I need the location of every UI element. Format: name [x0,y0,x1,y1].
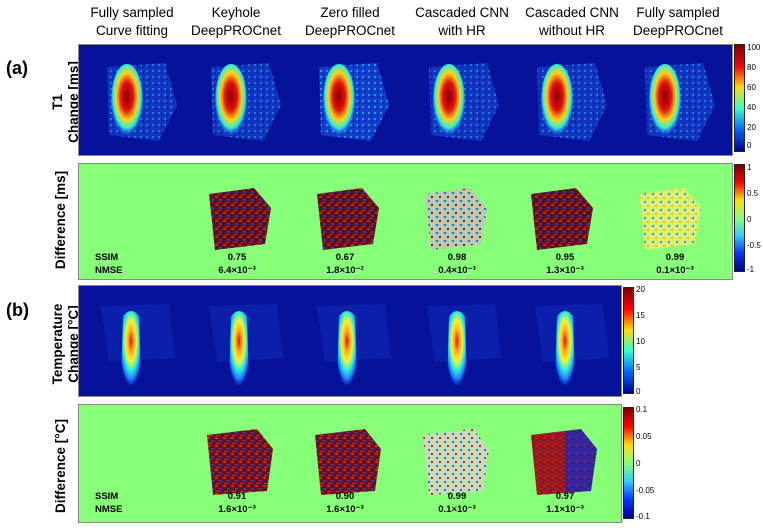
nmse-value: 0.1×10⁻³ [438,504,476,515]
colorbar-tick: 0 [747,141,752,150]
nmse-value: 0.4×10⁻³ [438,265,476,276]
column-header-line2: Curve fitting [95,23,169,38]
t1-difference-regions [209,188,701,250]
colorbar-tick: -0.5 [747,241,761,250]
ssim-value: 0.90 [335,491,355,502]
colorbar-tick: 100 [747,43,761,52]
nmse-value: 1.6×10⁻³ [326,504,364,515]
colorbar-tick: 20 [636,285,645,294]
column-header-fully-sampled-curve-fitting: Fully sampled Curve fitting [72,4,192,40]
column-header-line1: Zero filled [320,5,380,20]
column-header-line1: Fully sampled [90,5,174,20]
column-header-line1: Cascaded CNN [525,5,619,20]
temperature-heating-plumes [121,311,575,386]
row-label-text: Difference [°C] [53,419,68,513]
ssim-label: SSIM [95,491,119,502]
t1-tissue-blobs [107,63,715,141]
colorbar-tick: 15 [636,311,645,320]
column-header-line1: Keyhole [211,5,261,20]
column-header-fully-sampled-deepprocnet: Fully sampled DeepPROCnet [618,4,738,40]
nmse-value: 0.1×10⁻³ [656,265,694,276]
nmse-value: 1.3×10⁻³ [546,265,584,276]
metric-labels-a: SSIM NMSE [95,251,122,277]
ssim-value: 0.99 [665,252,685,263]
column-header-line2: DeepPROCnet [304,23,396,38]
row-label-difference-ms: Difference [ms] [53,160,69,280]
ssim-label: SSIM [95,252,119,263]
column-header-line2: DeepPROCnet [632,23,724,38]
column-header-keyhole-deepprocnet: Keyhole DeepPROCnet [176,4,296,40]
t1-difference-maps [209,188,701,250]
ssim-value: 0.91 [227,491,247,502]
metric-zero-filled-b: 0.90 1.6×10⁻³ [305,490,385,516]
colorbar-tick: 10 [636,337,645,346]
metric-labels-b: SSIM NMSE [95,490,122,516]
column-header-line1: Fully sampled [636,5,720,20]
metric-zero-filled-a: 0.67 1.8×10⁻² [305,251,385,277]
row-label-difference-degc: Difference [°C] [53,406,69,526]
ssim-value: 0.95 [555,252,575,263]
colorbar-tick: 0.05 [636,432,652,441]
colorbar-tick: 0 [747,215,752,224]
colorbar-tick: 20 [747,123,756,132]
column-header-cascaded-cnn-with-hr: Cascaded CNN with HR [402,4,522,40]
column-header-line1: Cascaded CNN [415,5,509,20]
ssim-value: 0.75 [227,252,247,263]
colorbar-tick: 0 [636,387,641,396]
metric-cascaded-with-hr-a: 0.98 0.4×10⁻³ [417,251,497,277]
t1-change-map-strip [78,44,733,156]
colorbar-tick: 0.5 [747,189,759,198]
t1-difference-colorbar [734,164,745,272]
row-label-text: Difference [ms] [53,170,68,270]
column-header-cascaded-cnn-without-hr: Cascaded CNN without HR [512,4,632,40]
row-label-line1: T1 [50,94,65,110]
colorbar-tick: 0.1 [636,405,648,414]
metric-keyhole-b: 0.91 1.6×10⁻³ [197,490,277,516]
temperature-change-maps [101,304,609,386]
metric-fully-sampled-deepprocnet-a: 0.99 0.1×10⁻³ [635,251,715,277]
colorbar-tick: -0.05 [636,486,655,495]
panel-a-label: (a) [6,58,28,78]
t1-change-colorbar [734,44,745,152]
t1-heating-spots [111,64,681,136]
nmse-value: 1.1×10⁻³ [546,504,584,515]
t1-change-maps [107,63,715,141]
colorbar-tick: 40 [747,103,756,112]
ssim-value: 0.98 [447,252,467,263]
temperature-difference-map-strip [78,404,622,523]
ssim-value: 0.97 [555,491,575,502]
colorbar-tick: 0 [636,459,641,468]
ssim-value: 0.99 [447,491,467,502]
panel-b-label: (b) [6,300,29,320]
nmse-label: NMSE [95,265,123,276]
metric-cascaded-with-hr-b: 0.99 0.1×10⁻³ [417,490,497,516]
column-header-line2: without HR [538,23,606,38]
nmse-value: 1.8×10⁻² [326,265,364,276]
colorbar-tick: 1 [747,163,752,172]
nmse-label: NMSE [95,504,123,515]
metric-keyhole-a: 0.75 6.4×10⁻³ [197,251,277,277]
temperature-change-map-strip [78,285,622,397]
colorbar-tick: 80 [747,63,756,72]
metric-cascaded-without-hr-a: 0.95 1.3×10⁻³ [525,251,605,277]
colorbar-tick: -1 [747,265,755,274]
metric-cascaded-without-hr-b: 0.97 1.1×10⁻³ [525,490,605,516]
column-header-line2: DeepPROCnet [190,23,282,38]
column-header-line2: with HR [438,23,486,38]
temperature-difference-colorbar [623,407,634,519]
colorbar-tick: 60 [747,83,756,92]
nmse-value: 1.6×10⁻³ [218,504,256,515]
row-label-line1: Temperature [50,303,65,385]
colorbar-tick: 5 [636,363,641,372]
t1-difference-map-strip [78,163,733,280]
temperature-difference-regions [207,429,597,495]
nmse-value: 6.4×10⁻³ [218,265,256,276]
column-header-zero-filled-deepprocnet: Zero filled DeepPROCnet [290,4,410,40]
temperature-difference-maps [207,429,597,495]
temperature-change-colorbar [623,287,634,394]
ssim-value: 0.67 [335,252,355,263]
colorbar-tick: -0.1 [636,512,650,521]
